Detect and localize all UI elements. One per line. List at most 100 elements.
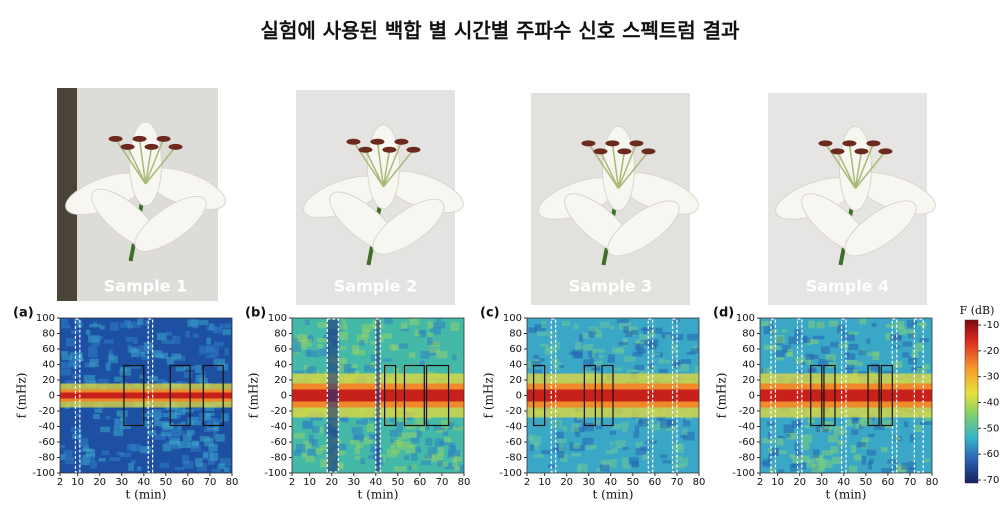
spectrogram-noise [427,337,433,345]
stamen [144,146,153,184]
spectrogram-noise [351,426,363,435]
y-tick-label: -60 [739,437,755,448]
solid-box [601,364,614,427]
spectrogram-noise [199,345,209,355]
petal [134,195,207,252]
spectrogram-noise [349,439,360,445]
spectrogram-noise [632,351,643,357]
spectrogram-noise [126,443,137,451]
spectrogram-noise [811,464,824,473]
spectrogram-noise [800,434,813,443]
spectrogram-noise [141,354,151,360]
spectrogram-noise [89,323,101,328]
spectrogram-noise [791,420,801,428]
spectrogram-noise [874,424,885,430]
spectrogram-noise [898,326,906,336]
spectrogram-noise [682,428,688,436]
spectrogram-noise [845,353,856,360]
spectrogram-noise [411,453,418,461]
spectrogram-noise [599,355,604,359]
spectrogram-noise [394,466,406,472]
spectrogram-noise [407,432,417,438]
spectrogram-noise [869,414,875,421]
sample-photo: Sample 2 [296,90,464,305]
spectrogram-noise [789,453,795,458]
y-tick-label: -60 [271,437,287,448]
spectrogram-noise [139,375,145,379]
spectrogram-noise [60,454,66,461]
spectrogram-noise [589,357,595,366]
x-tick-label: 50 [626,477,639,488]
spectrogram-noise [202,451,214,460]
spectrogram-noise [852,414,859,422]
spectrogram-noise [77,438,89,447]
spectrogram-noise [338,323,348,330]
sample-photo: Sample 3 [531,93,699,305]
spectrogram-noise [778,435,785,440]
spectrogram-noise [908,356,918,361]
x-tick-label: 70 [904,477,917,488]
spectrogram-noise [409,352,416,358]
spectrogram-noise [392,450,401,455]
spectrogram-noise [416,430,423,437]
spectrogram-noise [187,319,199,327]
x-tick-label: 50 [859,477,872,488]
spectrogram-noise [802,462,807,470]
spectrogram-noise [845,419,853,427]
spectrogram-noise [552,361,562,370]
spectrogram-noise [622,464,631,470]
spectrogram-noise [411,464,417,471]
stamen [126,146,147,185]
spectrogram-noise [858,424,864,429]
spectrogram-noise [128,462,135,471]
spectrogram-noise [554,431,564,439]
spectrogram-noise [297,334,308,342]
stamen [376,141,385,187]
spectrogram-noise [70,352,78,358]
spectrogram-noise [93,413,100,420]
anther [346,138,361,145]
y-tick-label: 100 [503,313,522,324]
spectrogram-noise [190,445,201,452]
petal [366,124,400,210]
spectrogram-noise [105,362,111,371]
spectrogram-noise [830,341,839,348]
spectrogram-noise [635,448,647,456]
x-tick-label: 40 [137,477,150,488]
spectrogram-noise [635,338,641,346]
spectrogram-noise [427,321,433,329]
anther [168,143,183,150]
dashed-box [913,318,924,473]
spectrogram-noise [78,457,87,461]
spectrogram-noise [768,321,773,328]
spectrogram-noise [192,333,199,339]
spectrogram-noise [303,440,312,450]
spectrogram-noise [923,364,930,369]
spectrogram-noise [368,454,375,459]
spectrogram-noise [866,338,871,344]
spectrogram-noise [439,462,448,467]
spectrogram-noise [670,344,677,354]
spectrogram-noise [634,364,645,370]
x-tick-label: 10 [303,477,316,488]
spectrogram-noise [130,364,141,370]
spectrogram-noise [76,352,83,362]
x-tick-label: 30 [582,477,595,488]
spectrogram-noise [320,459,333,468]
spectrogram-noise [763,325,774,335]
spectrogram-noise [680,359,692,364]
spectrogram-noise [86,449,96,457]
spectrogram-noise [307,350,319,358]
spectrogram-noise [786,432,798,440]
spectrogram-noise [762,367,772,374]
stamen [824,142,857,189]
spectrogram-noise [763,344,776,351]
y-tick-label: -60 [39,437,55,448]
spectrogram-noise [605,450,614,455]
spectrogram-noise [452,426,464,431]
spectrogram-noise [405,445,416,454]
spectrogram-noise [812,335,825,340]
y-tick-label: -100 [732,468,755,479]
spectrogram-noise [206,417,218,427]
